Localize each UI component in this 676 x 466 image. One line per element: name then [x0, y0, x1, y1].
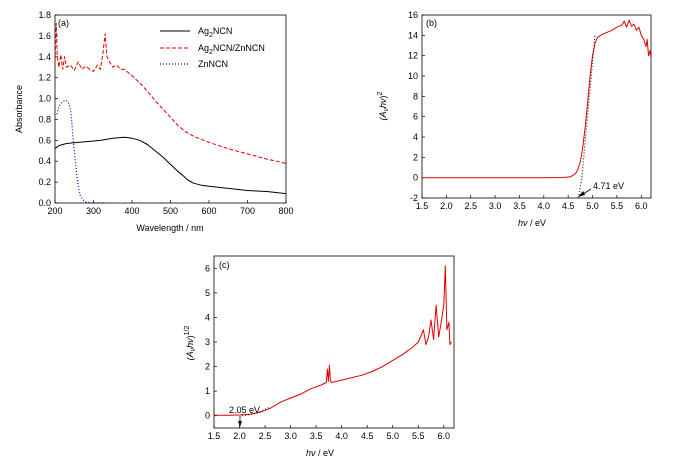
panel-b-annotation: 4.71 eV: [593, 181, 624, 191]
panel-c-annotation: 2.05 eV: [229, 405, 260, 415]
panel-a-y-tick-label: 1.2: [38, 73, 51, 83]
panel-c-annotation-arrowhead: [238, 421, 242, 427]
panel-b-x-tick-label: 5.0: [586, 201, 599, 211]
panel-c-y-tick-label: 2: [205, 362, 210, 372]
panel-c-y-tick-label: 1: [205, 386, 210, 396]
legend-label-znncn: ZnNCN: [198, 59, 228, 69]
panel-b-y-tick-label: 12: [408, 51, 418, 61]
panel-b-y-tick-label: 4: [413, 132, 418, 142]
panel-c-x-tick-label: 5.5: [412, 431, 425, 441]
panel-b-frame: [421, 14, 652, 199]
panel-b-annotation-arrowhead: [578, 191, 585, 197]
panel-c-x-tick-label: 6.0: [438, 431, 451, 441]
panel-b-y-tick-label: 16: [408, 10, 418, 20]
panel-b-x-tick-label: 3.5: [513, 201, 526, 211]
panel-b-x-tick-label: 4.0: [538, 201, 551, 211]
panel-c-label: (c): [219, 260, 230, 270]
legend-label-ag2ncn-znncn: Ag2NCN/ZnNCN: [198, 43, 265, 56]
panel-b-series: [422, 19, 652, 199]
panel-b-y-axis-label: (Aνhν)2: [377, 91, 390, 120]
panel-b-chart: 1.5 2.0 2.5 3.0 3.5 4.0 4.5 5.0 5.5 6.0 -2 0 2 4 6 8 10 1…: [377, 10, 652, 228]
panel-a-label: (a): [58, 18, 69, 28]
panel-c-x-tick-label: 3.5: [310, 431, 323, 441]
panel-c-y-tick-label: 6: [205, 263, 210, 273]
panel-c-series-0-line: [214, 265, 452, 416]
panel-c-x-tick-label: 1.5: [208, 431, 221, 441]
panel-a-x-axis-label: Wavelength / nm: [136, 223, 203, 233]
panel-c-series: [214, 265, 452, 417]
panel-b-x-tick-label: 1.5: [416, 201, 429, 211]
panel-a-y-tick-label: 1.0: [38, 94, 51, 104]
panel-a-legend: Ag2NCN Ag2NCN/ZnNCN ZnNCN: [160, 26, 265, 69]
panel-b-label: (b): [426, 18, 437, 28]
panel-a-x-tick-label: 300: [86, 206, 101, 216]
panel-b-y-tick-label: 2: [413, 152, 418, 162]
panel-b-ticks: 1.5 2.0 2.5 3.0 3.5 4.0 4.5 5.0 5.5 6.0 -2 0 2 4 6 8 10 1…: [408, 10, 648, 211]
panel-a-y-tick-label: 0.4: [38, 156, 51, 166]
panel-a-series-2-line: [56, 99, 106, 204]
panel-a-y-tick-label: 0.6: [38, 135, 51, 145]
panel-a-series-1-line: [54, 22, 287, 164]
panel-b-y-tick-label: 8: [413, 91, 418, 101]
panel-c-y-tick-label: 0: [205, 411, 210, 421]
panel-b-y-tick-label: 6: [413, 112, 418, 122]
panel-b-series-0-line: [422, 19, 652, 179]
panel-a-y-tick-label: 1.8: [38, 10, 51, 20]
panel-a-y-tick-label: 1.6: [38, 31, 51, 41]
panel-a-y-tick-label: 1.4: [38, 52, 51, 62]
panel-c-x-axis-label: hν / eV: [306, 448, 334, 458]
panel-b-y-tick-label: 10: [408, 71, 418, 81]
panel-b-x-tick-label: 2.5: [464, 201, 477, 211]
panel-a-y-tick-label: 0.0: [38, 198, 51, 208]
panel-c-x-tick-label: 3.0: [284, 431, 297, 441]
panel-a-y-axis-label: Absorbance: [14, 85, 24, 133]
panel-a-y-tick-label: 0.2: [38, 177, 51, 187]
panel-a-x-tick-label: 200: [47, 206, 62, 216]
panel-a-x-tick-label: 800: [278, 206, 293, 216]
panel-c-x-tick-label: 5.0: [386, 431, 399, 441]
panel-c-ticks: 1.5 2.0 2.5 3.0 3.5 4.0 4.5 5.0 5.5 6.0 0 1 2 3 4 5 6: [205, 263, 450, 441]
panel-b-x-tick-label: 6.0: [635, 201, 648, 211]
panel-b-x-tick-label: 2.0: [440, 201, 453, 211]
panel-b-series-1-line: [577, 35, 596, 199]
panel-b-x-tick-label: 5.5: [611, 201, 624, 211]
panel-b-y-tick-label: 0: [413, 173, 418, 183]
panel-a-chart: 200 300 400 500 600 700 800 0.0 0.2 0.4 0.6 0.8 1.0 1…: [14, 10, 294, 233]
panel-c-x-tick-label: 4.0: [335, 431, 348, 441]
panel-c-chart: 1.5 2.0 2.5 3.0 3.5 4.0 4.5 5.0 5.5 6.0 0 1 2 3 4 5 6 (c…: [184, 255, 455, 458]
panel-b-y-tick-label: 14: [408, 30, 418, 40]
panel-a-series: [54, 22, 287, 204]
panel-c-x-tick-label: 2.0: [233, 431, 246, 441]
panel-a-x-tick-label: 600: [201, 206, 216, 216]
panel-a-x-tick-label: 400: [124, 206, 139, 216]
panel-a-series-0-line: [54, 136, 287, 195]
panel-c-x-tick-label: 4.5: [361, 431, 374, 441]
panel-a-ticks: 200 300 400 500 600 700 800 0.0 0.2 0.4 0.6 0.8 1.0 1…: [38, 10, 293, 216]
panel-c-y-tick-label: 4: [205, 312, 210, 322]
panel-c-x-tick-label: 2.5: [259, 431, 272, 441]
panel-b-x-axis-label: hν / eV: [518, 218, 546, 228]
panel-c-y-axis-label: (Aνhν)1/2: [184, 326, 197, 361]
panel-b-y-tick-label: -2: [410, 193, 418, 203]
panel-c-series-1-line: [242, 406, 271, 417]
panel-c-y-tick-label: 3: [205, 337, 210, 347]
panel-a-x-tick-label: 500: [163, 206, 178, 216]
panel-c-y-tick-label: 5: [205, 288, 210, 298]
panel-b-x-tick-label: 4.5: [562, 201, 575, 211]
panel-a-y-tick-label: 0.8: [38, 114, 51, 124]
panel-a-x-tick-label: 700: [240, 206, 255, 216]
panel-b-x-tick-label: 3.0: [489, 201, 502, 211]
legend-label-ag2ncn: Ag2NCN: [198, 26, 232, 39]
